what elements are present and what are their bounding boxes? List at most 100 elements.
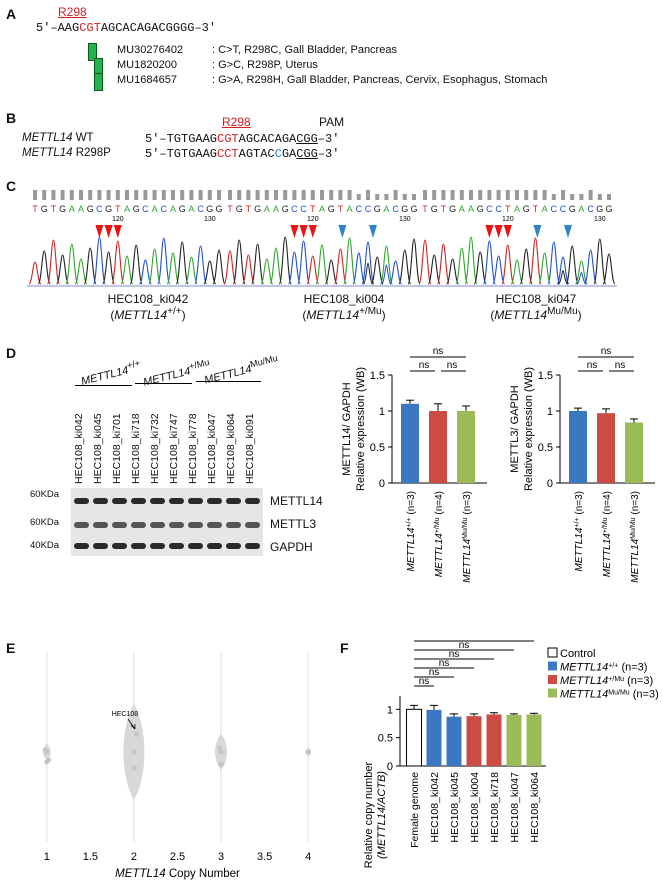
x-tick-label: 3 <box>218 851 224 863</box>
trace-1-caption: HEC108_ki042 (METTL14+/+) <box>107 292 189 322</box>
base-call: T <box>533 204 539 214</box>
legend-label: Control <box>560 648 595 660</box>
lane-label: HEC108_ki778 <box>187 413 199 484</box>
category-label: METTL14+/Mu (n=4) <box>434 491 446 577</box>
chromatogram-peak <box>194 245 208 285</box>
quality-bar <box>329 190 334 200</box>
chromatogram-peak <box>436 243 450 285</box>
annotation-arrowhead <box>130 724 136 730</box>
chromatogram-peak <box>120 255 134 285</box>
position-tick: 130 <box>204 216 216 223</box>
chromatogram-peak <box>379 245 393 285</box>
chromatogram-peak <box>287 251 301 285</box>
mw-marker: 40KDa <box>30 540 60 551</box>
chromatogram-peak <box>602 253 616 285</box>
y-axis-label: METTL3/ GAPDH <box>509 385 521 472</box>
x-tick-label: 1 <box>44 851 50 863</box>
mutation-desc: : G>A, R298H, Gall Bladder, Pancreas, Ce… <box>212 74 548 86</box>
y-axis-label: (METTL14/ACTB) <box>376 771 388 859</box>
base-call: A <box>347 204 353 214</box>
category-label: HEC108_ki718 <box>489 772 501 843</box>
category-label: HEC108_ki045 <box>449 772 461 843</box>
quality-bar <box>198 190 203 200</box>
mutation-arrow <box>95 225 104 238</box>
base-call: C <box>495 204 502 214</box>
blot-mettl14 <box>71 488 263 514</box>
panel-a-label: A <box>6 6 17 22</box>
chromatogram-peak <box>510 259 524 285</box>
x-axis-label: METTL14 Copy Number <box>115 868 240 880</box>
quality-bar <box>255 190 260 200</box>
lane-label: HEC108_ki701 <box>111 413 123 484</box>
base-call: T <box>51 204 57 214</box>
base-call: C <box>300 204 307 214</box>
y-tick-label: 1 <box>547 406 553 418</box>
quality-bar <box>412 194 416 200</box>
quality-bar <box>301 190 306 200</box>
panel-a-site: R298 <box>58 5 87 19</box>
quality-bar <box>384 194 389 200</box>
base-call: A <box>124 204 130 214</box>
silent-mutation-arrow <box>369 225 377 238</box>
base-call: A <box>514 204 520 214</box>
protein-label: METTL14 <box>270 494 323 508</box>
base-call: C <box>291 204 298 214</box>
quality-bar <box>505 190 510 200</box>
chromatogram-peak <box>482 240 496 285</box>
legend-swatch <box>547 647 558 658</box>
significance-label: ns <box>419 676 430 687</box>
quality-bar <box>310 190 315 200</box>
base-call: C <box>142 204 149 214</box>
chromatogram-peak <box>28 261 42 285</box>
chromatogram-peak <box>212 249 226 285</box>
chromatogram-peak <box>473 251 487 285</box>
base-call: T <box>32 204 38 214</box>
quality-bar <box>375 194 380 200</box>
chromatogram-peak <box>343 237 357 285</box>
quality-bar <box>432 190 437 200</box>
quality-bar <box>579 194 584 200</box>
base-call: T <box>115 204 121 214</box>
chromatogram-peak <box>157 237 171 285</box>
lane-label: HEC108_ki732 <box>149 413 161 484</box>
legend-label: METTL14+/Mu (n=3) <box>560 675 653 687</box>
quality-bar <box>515 190 519 200</box>
quality-bar <box>88 190 93 200</box>
base-call: G <box>449 204 456 214</box>
mutation-id: MU30276402 <box>117 44 184 56</box>
mutation-id: MU1820200 <box>117 59 177 71</box>
y-tick-label: 0.5 <box>538 442 553 454</box>
mutation-markers <box>86 40 103 91</box>
mw-marker: 60KDa <box>30 489 60 500</box>
chromatogram-peak <box>260 258 274 285</box>
chromatogram-peak <box>278 236 292 285</box>
base-call: G <box>133 204 140 214</box>
base-call: A <box>383 204 389 214</box>
base-call: A <box>468 204 474 214</box>
protein-label: GAPDH <box>270 540 313 554</box>
lane-label: HEC108_ki091 <box>244 413 256 484</box>
y-tick-label: 1 <box>379 406 385 418</box>
quality-bar <box>607 194 611 200</box>
quality-bar <box>125 190 129 200</box>
base-call: G <box>401 204 408 214</box>
quality-bar <box>450 190 455 200</box>
wt-allele-name: METTL14 WT <box>22 132 94 144</box>
x-tick-label: 3.5 <box>257 851 272 863</box>
legend-label: METTL14Mu/Mu (n=3) <box>560 689 659 701</box>
quality-bar <box>106 190 111 200</box>
chromatogram-peak <box>241 254 255 285</box>
quality-bar <box>459 190 464 200</box>
panel-b-label: B <box>6 110 17 126</box>
base-call: A <box>578 204 584 214</box>
quality-bar <box>338 190 343 200</box>
mutation-arrow <box>113 225 122 238</box>
silent-mutation-arrow <box>533 225 542 238</box>
quality-bar <box>570 194 575 200</box>
x-tick-label: 2.5 <box>170 851 185 863</box>
chromatogram-peak <box>74 258 88 285</box>
quality-bar <box>524 190 529 200</box>
quality-bar <box>551 194 556 200</box>
chromatogram-peak <box>269 247 283 285</box>
chromatogram-peak <box>519 248 533 285</box>
